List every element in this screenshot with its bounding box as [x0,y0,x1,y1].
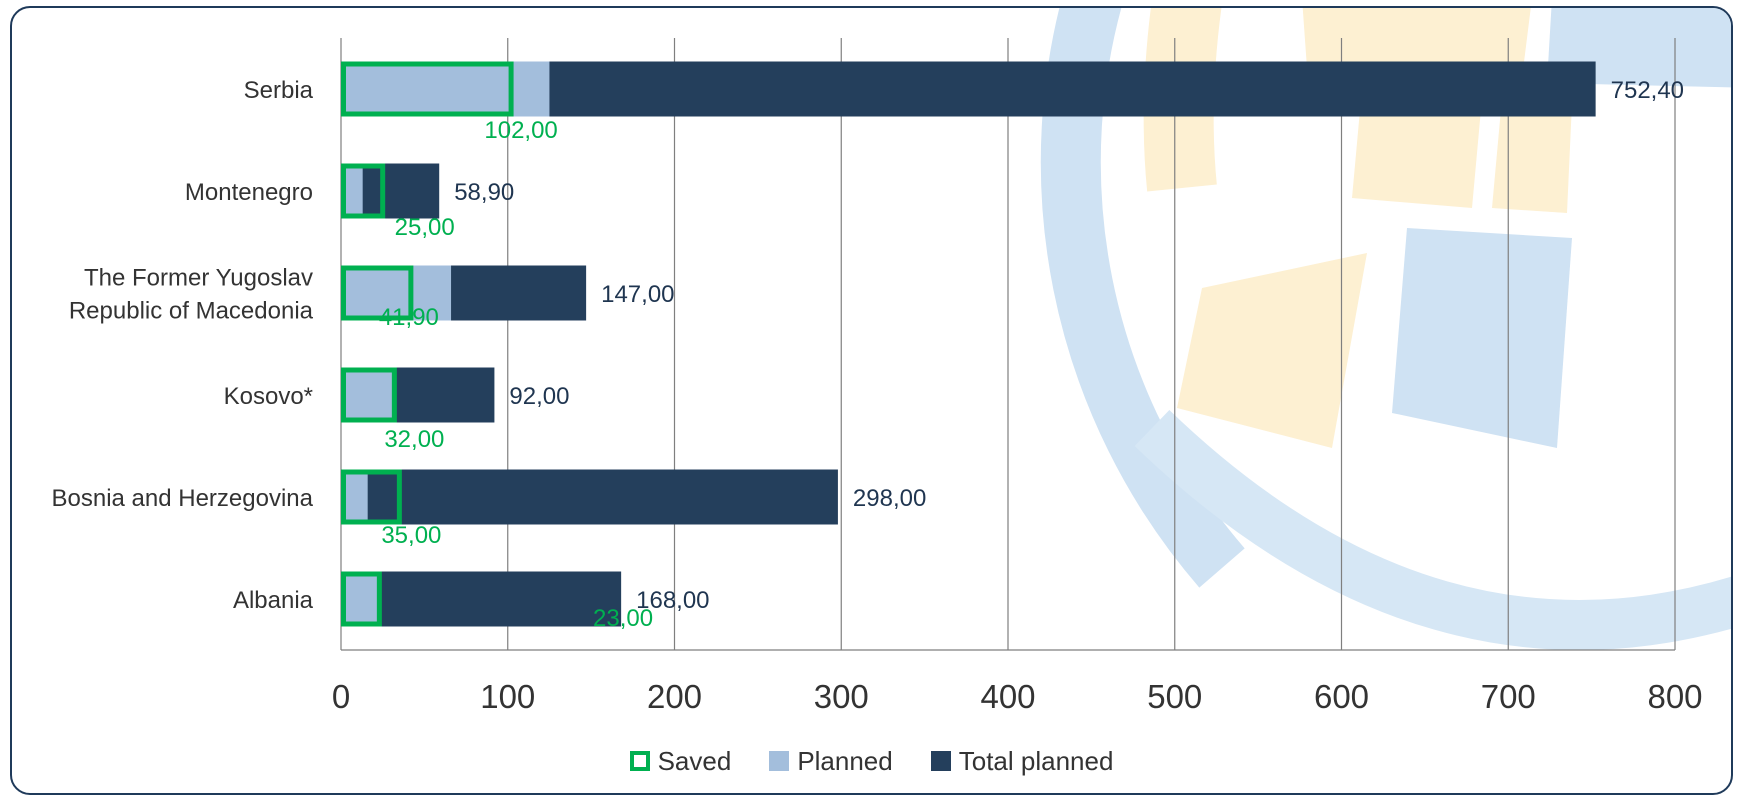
watermark-tile [1392,228,1572,448]
category-label: Montenegro [185,179,313,206]
x-tick-label-400: 400 [980,678,1035,715]
category-label: Republic of Macedonia [69,298,314,325]
saved-bar [341,61,514,117]
saved-value-label: 25,00 [395,214,455,241]
total-planned-value-label: 168,00 [636,587,709,614]
legend-label-total-planned: Total planned [958,745,1114,776]
total-planned-value-label: 752,40 [1611,77,1684,104]
grid-lines [340,38,1676,651]
planned-bar [341,265,452,321]
category-label: Albania [233,587,314,614]
saved-bar [341,367,397,423]
watermark-swoosh [1134,409,1731,650]
watermark-tile [1302,8,1531,78]
category-label: Bosnia and Herzegovina [51,485,313,512]
total-planned-bar [341,571,622,627]
legend-item-total-planned: Total planned [930,745,1114,777]
legend: Saved Planned Total planned [0,746,1743,776]
bar-chart: 0 100 200 300 400 500 600 700 800 Serbia 752,40 Mon… [51,8,1731,715]
planned-bar [341,571,382,627]
saved-value-label: 41,90 [379,304,439,331]
planned-bar [341,163,363,219]
x-tick-label-0: 0 [332,678,350,715]
watermark-arc [1040,8,1245,588]
planned-bar [341,367,395,423]
total-planned-value-label: 58,90 [454,179,514,206]
chart-frame: 0 100 200 300 400 500 600 700 800 Serbia 752,40 Mon… [10,6,1733,795]
saved-bar [341,571,382,627]
x-tick-label-300: 300 [814,678,869,715]
saved-value-label: 35,00 [381,522,441,549]
x-tick-label-100: 100 [480,678,535,715]
planned-bar [341,61,550,117]
total-planned-bar [341,469,838,525]
x-tick-label-700: 700 [1481,678,1536,715]
legend-item-planned: Planned [769,745,893,777]
labels: 0 100 200 300 400 500 600 700 800 Serbia 752,40 Mon… [51,77,1702,715]
legend-label-planned: Planned [797,745,893,776]
category-label: The Former Yugoslav [84,265,313,292]
total-planned-value-label: 147,00 [601,281,674,308]
bars [341,61,1596,627]
total-planned-value-label: 92,00 [509,383,569,410]
saved-bar [341,163,386,219]
legend-swatch-saved [629,751,650,771]
saved-bar [341,469,402,525]
legend-item-saved: Saved [629,745,732,777]
x-tick-label-800: 800 [1647,678,1702,715]
watermark-tile [1177,253,1367,448]
total-planned-bar [341,61,1596,117]
legend-label-saved: Saved [657,745,732,776]
x-tick-label-500: 500 [1147,678,1202,715]
category-label: Serbia [244,77,314,104]
saved-bar [341,265,414,321]
watermark-tile [1352,88,1482,208]
legend-swatch-total-planned [930,751,951,771]
saved-value-label: 32,00 [384,426,444,453]
total-planned-value-label: 298,00 [853,485,926,512]
watermark-tile [1492,98,1572,213]
category-label: Kosovo* [224,383,313,410]
saved-value-label: 102,00 [484,117,557,144]
x-tick-label-200: 200 [647,678,702,715]
x-tick-label-600: 600 [1314,678,1369,715]
saved-value-label: 23,00 [593,605,653,632]
legend-swatch-planned [769,751,790,771]
